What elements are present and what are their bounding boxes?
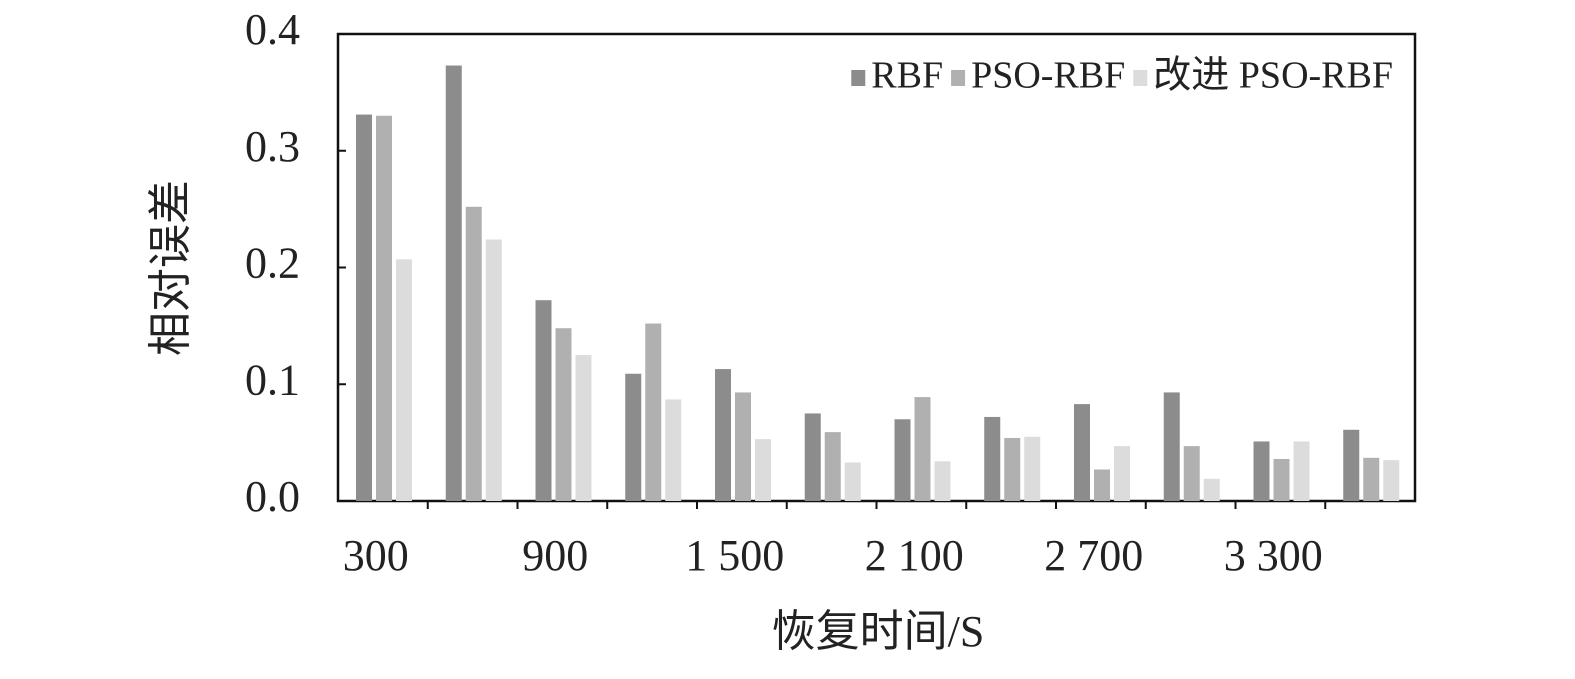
bar bbox=[1163, 392, 1180, 501]
bar bbox=[356, 114, 372, 502]
bar bbox=[844, 462, 861, 501]
bar bbox=[715, 369, 731, 501]
y-tick-label: 0.1 bbox=[245, 355, 300, 404]
bar bbox=[625, 373, 642, 501]
bar bbox=[1343, 429, 1360, 501]
bar bbox=[555, 328, 572, 501]
bar bbox=[1383, 460, 1400, 501]
bar bbox=[1114, 446, 1130, 501]
y-tick-label: 0.2 bbox=[245, 239, 300, 288]
bar bbox=[535, 300, 552, 501]
bar bbox=[1273, 458, 1290, 501]
legend-label: RBF bbox=[871, 55, 943, 97]
bar bbox=[1004, 437, 1021, 501]
bar bbox=[1094, 469, 1110, 501]
bar bbox=[445, 65, 462, 502]
legend-swatch bbox=[851, 70, 866, 86]
bar bbox=[1074, 404, 1090, 501]
bar bbox=[665, 399, 682, 501]
bar bbox=[1363, 457, 1380, 501]
bar bbox=[1293, 441, 1310, 501]
legend-label: 改进 PSO-RBF bbox=[1153, 55, 1393, 97]
bar bbox=[735, 392, 751, 501]
bar bbox=[396, 259, 412, 501]
bar bbox=[485, 239, 502, 502]
x-tick-label: 300 bbox=[343, 531, 409, 580]
bar bbox=[1183, 446, 1200, 501]
x-tick-label: 2 700 bbox=[1044, 531, 1143, 580]
bar bbox=[934, 461, 951, 501]
x-tick-label: 900 bbox=[522, 531, 588, 580]
x-tick-label: 1 500 bbox=[685, 531, 784, 580]
y-axis-title: 相对误差 bbox=[146, 180, 195, 356]
legend-label: PSO-RBF bbox=[971, 55, 1125, 97]
legend-swatch bbox=[1133, 70, 1148, 86]
y-tick-label: 0.0 bbox=[245, 472, 300, 521]
x-tick-label: 3 300 bbox=[1224, 531, 1323, 580]
bar bbox=[914, 397, 931, 501]
bar bbox=[575, 355, 592, 501]
bar bbox=[755, 439, 771, 501]
bar bbox=[376, 115, 392, 501]
bar bbox=[804, 413, 821, 501]
bar bbox=[824, 432, 841, 501]
y-tick-label: 0.3 bbox=[245, 122, 300, 171]
legend-swatch bbox=[951, 70, 966, 86]
y-tick-label: 0.4 bbox=[245, 5, 300, 54]
bar bbox=[1253, 441, 1270, 501]
bar bbox=[645, 323, 662, 501]
x-tick-label: 2 100 bbox=[865, 531, 964, 580]
x-axis-title: 恢复时间/S bbox=[772, 607, 985, 656]
bar bbox=[984, 416, 1001, 501]
bar bbox=[1024, 436, 1041, 501]
bar bbox=[894, 419, 911, 501]
bar bbox=[465, 206, 482, 502]
bar bbox=[1203, 478, 1220, 501]
